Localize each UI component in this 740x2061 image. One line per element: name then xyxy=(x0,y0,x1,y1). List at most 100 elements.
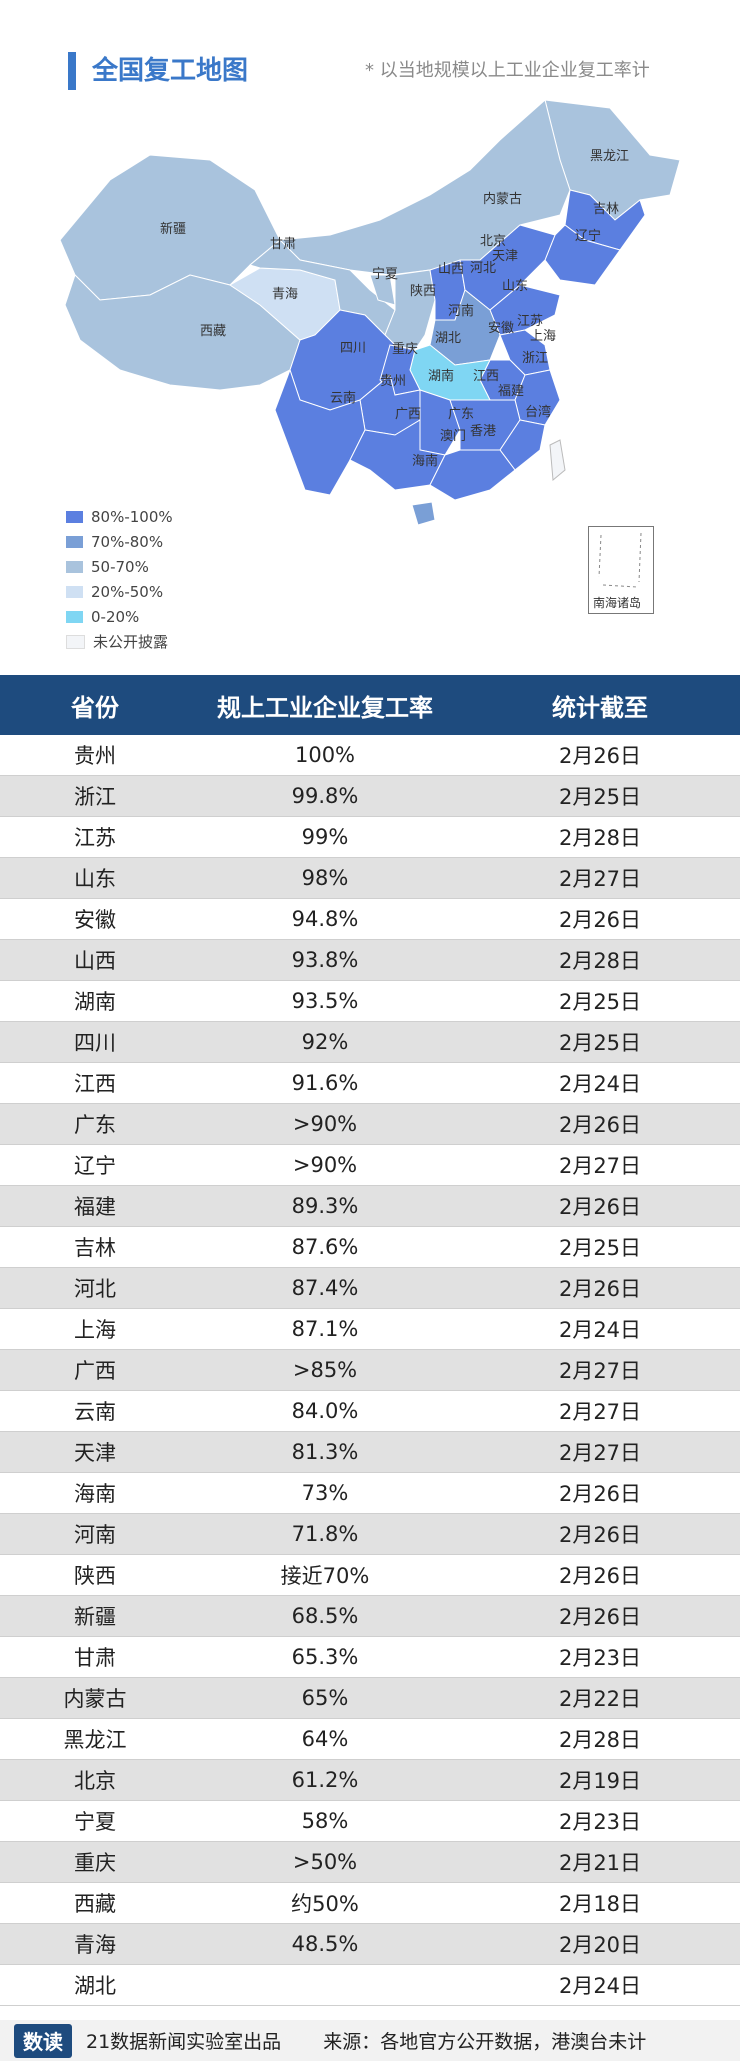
region-fujian xyxy=(499,419,546,471)
cell-date: 2月27日 xyxy=(558,1359,642,1383)
cell-date: 2月28日 xyxy=(558,949,642,973)
cell-rate: 接近70% xyxy=(280,1564,370,1588)
map-label: 陕西 xyxy=(410,284,436,299)
cell-date: 2月28日 xyxy=(558,826,642,850)
legend-swatch xyxy=(66,585,83,598)
cell-province: 天津 xyxy=(74,1441,116,1465)
map-label: 海南 xyxy=(412,453,438,469)
table-row: 新疆 68.5% 2月26日 xyxy=(0,1596,740,1637)
table-row: 陕西 接近70% 2月26日 xyxy=(0,1555,740,1596)
cell-province: 海南 xyxy=(74,1482,116,1506)
table-row: 福建 89.3% 2月26日 xyxy=(0,1186,740,1227)
region-guangdong xyxy=(429,449,516,501)
cell-date: 2月26日 xyxy=(558,1523,642,1547)
table-row: 海南 73% 2月26日 xyxy=(0,1473,740,1514)
map-label: 安徽 xyxy=(488,321,514,336)
resumption-table: 省份 规上工业企业复工率 统计截至 贵州 100% 2月26日 浙江 99.8% 2月25… xyxy=(0,675,740,2006)
legend-item: 未公开披露 xyxy=(66,629,173,654)
map-label: 吉林 xyxy=(593,202,619,217)
cell-rate: 84.0% xyxy=(291,1399,359,1423)
legend-item: 50-70% xyxy=(66,554,173,579)
cell-rate: 93.8% xyxy=(291,948,359,972)
table-body: 贵州 100% 2月26日 浙江 99.8% 2月25日 江苏 99% 2月28日 山东 98% 2月… xyxy=(0,735,740,2006)
cell-rate: 92% xyxy=(301,1030,349,1054)
title-note: * 以当地规模以上工业企业复工率计 xyxy=(365,60,650,81)
cell-rate: 94.8% xyxy=(291,907,359,931)
cell-date: 2月23日 xyxy=(558,1810,642,1834)
cell-rate: >85% xyxy=(292,1358,358,1382)
header-province: 省份 xyxy=(71,693,119,722)
cell-date: 2月27日 xyxy=(558,1154,642,1178)
cell-date: 2月26日 xyxy=(558,744,642,768)
cell-rate: 99% xyxy=(301,825,349,849)
map-label: 新疆 xyxy=(160,221,186,237)
legend-label: 未公开披露 xyxy=(93,633,169,651)
map-label: 福建 xyxy=(498,384,524,399)
map-label: 湖北 xyxy=(435,331,461,346)
cell-date: 2月26日 xyxy=(558,1113,642,1137)
cell-rate: >90% xyxy=(292,1153,358,1177)
table-row: 云南 84.0% 2月27日 xyxy=(0,1391,740,1432)
map-svg: 黑龙江 吉林 辽宁 内蒙古 北京 天津 河北 山西 山东 新疆 甘肃 宁夏 青海… xyxy=(59,100,681,526)
cell-rate: 61.2% xyxy=(291,1768,359,1792)
header-date: 统计截至 xyxy=(552,693,648,722)
cell-province: 重庆 xyxy=(74,1851,116,1875)
map-label: 内蒙古 xyxy=(483,191,522,207)
cell-rate: 65.3% xyxy=(291,1645,359,1669)
cell-province: 青海 xyxy=(74,1933,116,1957)
footer-credit: 21数据新闻实验室出品 xyxy=(86,2031,282,2053)
cell-rate: >50% xyxy=(292,1850,358,1874)
cell-province: 内蒙古 xyxy=(63,1687,127,1711)
cell-rate: 89.3% xyxy=(291,1194,359,1218)
cell-date: 2月26日 xyxy=(558,1195,642,1219)
cell-province: 北京 xyxy=(74,1769,116,1793)
table-row: 四川 92% 2月25日 xyxy=(0,1022,740,1063)
cell-date: 2月24日 xyxy=(558,1974,642,1998)
legend-label: 20%-50% xyxy=(91,582,164,601)
legend-item: 70%-80% xyxy=(66,529,173,554)
legend-label: 80%-100% xyxy=(91,507,173,526)
cell-date: 2月25日 xyxy=(558,785,642,809)
table-row: 浙江 99.8% 2月25日 xyxy=(0,776,740,817)
cell-province: 甘肃 xyxy=(74,1646,116,1670)
table-row: 吉林 87.6% 2月25日 xyxy=(0,1227,740,1268)
table-row: 辽宁 >90% 2月27日 xyxy=(0,1145,740,1186)
cell-province: 西藏 xyxy=(74,1892,116,1916)
map-label: 重庆 xyxy=(392,341,418,357)
legend-label: 0-20% xyxy=(91,607,140,626)
south-sea-islands-inset: 南海诸岛 xyxy=(588,526,654,614)
cell-date: 2月27日 xyxy=(558,1400,642,1424)
table-row: 安徽 94.8% 2月26日 xyxy=(0,899,740,940)
cell-province: 上海 xyxy=(74,1318,116,1342)
cell-date: 2月24日 xyxy=(558,1072,642,1096)
cell-rate: 71.8% xyxy=(291,1522,359,1546)
legend-swatch xyxy=(66,560,83,573)
table-row: 宁夏 58% 2月23日 xyxy=(0,1801,740,1842)
map-label: 澳门 xyxy=(440,428,466,444)
legend-label: 70%-80% xyxy=(91,532,164,551)
cell-date: 2月27日 xyxy=(558,867,642,891)
cell-date: 2月20日 xyxy=(558,1933,642,1957)
footer-source: 来源：各地官方公开数据，港澳台未计 xyxy=(323,2031,647,2053)
cell-rate: 约50% xyxy=(291,1892,359,1916)
legend-swatch xyxy=(66,510,83,523)
legend-label: 50-70% xyxy=(91,557,149,576)
cell-date: 2月19日 xyxy=(558,1769,642,1793)
cell-province: 新疆 xyxy=(74,1605,116,1629)
map-label: 山西 xyxy=(438,262,464,277)
cell-rate: 48.5% xyxy=(291,1932,359,1956)
cell-province: 黑龙江 xyxy=(63,1728,127,1752)
map-label: 青海 xyxy=(272,287,298,302)
cell-date: 2月23日 xyxy=(558,1646,642,1670)
map-labels: 黑龙江 吉林 辽宁 内蒙古 北京 天津 河北 山西 山东 新疆 甘肃 宁夏 青海… xyxy=(160,149,629,469)
table-row: 北京 61.2% 2月19日 xyxy=(0,1760,740,1801)
map-label: 四川 xyxy=(340,341,366,356)
legend-item: 0-20% xyxy=(66,604,173,629)
cell-date: 2月18日 xyxy=(558,1892,642,1916)
cell-province: 河北 xyxy=(74,1277,116,1301)
table-row: 河南 71.8% 2月26日 xyxy=(0,1514,740,1555)
header-rate: 规上工业企业复工率 xyxy=(217,693,433,722)
islands-outline-icon xyxy=(598,532,642,588)
table-row: 山西 93.8% 2月28日 xyxy=(0,940,740,981)
map-label: 江苏 xyxy=(517,313,543,329)
